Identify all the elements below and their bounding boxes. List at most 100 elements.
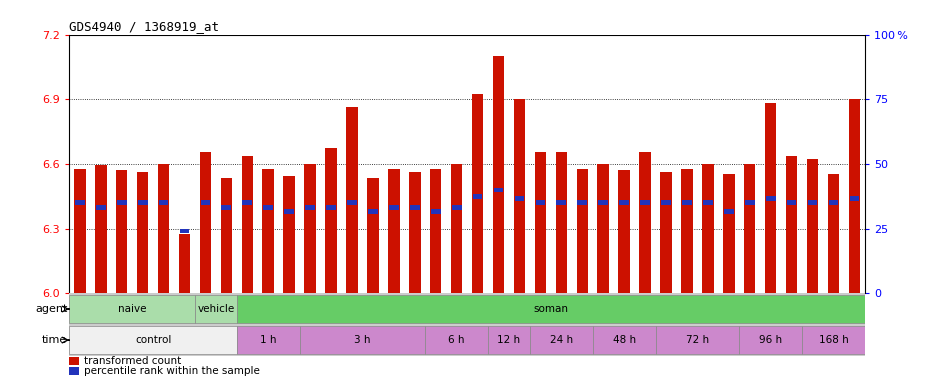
Text: 1 h: 1 h	[260, 335, 277, 345]
Bar	[241, 156, 253, 293]
Bar	[745, 200, 755, 205]
Text: 72 h: 72 h	[685, 335, 709, 345]
Bar	[96, 205, 105, 210]
Bar	[264, 205, 273, 210]
Bar	[451, 205, 462, 210]
Bar	[598, 200, 608, 205]
Bar	[557, 200, 566, 205]
Bar	[179, 228, 190, 233]
Bar	[242, 200, 253, 205]
Bar	[472, 94, 484, 293]
Bar	[488, 326, 530, 354]
Bar	[660, 172, 672, 293]
Text: 24 h: 24 h	[549, 335, 573, 345]
Bar	[347, 200, 357, 205]
Bar	[263, 169, 274, 293]
Bar	[656, 326, 739, 354]
Bar	[723, 174, 734, 293]
Bar	[681, 169, 693, 293]
Bar	[450, 164, 462, 293]
Bar	[808, 200, 818, 205]
Bar	[388, 169, 400, 293]
Bar	[802, 326, 865, 354]
Bar	[95, 165, 106, 293]
Bar	[829, 200, 838, 205]
Bar	[410, 205, 420, 210]
Bar	[200, 152, 211, 293]
Bar	[766, 196, 775, 201]
Bar	[367, 178, 378, 293]
Bar	[431, 209, 440, 214]
Bar	[201, 200, 210, 205]
Bar	[300, 326, 426, 354]
Bar	[494, 187, 503, 192]
Bar	[702, 164, 713, 293]
Bar	[493, 56, 504, 293]
Bar	[535, 152, 546, 293]
Bar	[195, 295, 237, 323]
Bar	[530, 326, 593, 354]
Bar	[137, 172, 148, 293]
Bar	[221, 178, 232, 293]
Bar	[388, 205, 399, 210]
Bar	[786, 156, 797, 293]
Bar	[159, 200, 168, 205]
Text: 96 h: 96 h	[759, 335, 783, 345]
Bar	[640, 200, 650, 205]
Bar	[593, 326, 656, 354]
Bar	[221, 205, 231, 210]
Bar	[69, 326, 237, 354]
Bar	[304, 164, 315, 293]
Text: naive: naive	[117, 304, 146, 314]
Bar	[765, 103, 776, 293]
Bar	[744, 164, 756, 293]
Bar	[724, 209, 734, 214]
Bar	[619, 200, 629, 205]
Bar	[69, 367, 79, 375]
Bar	[237, 295, 865, 323]
Bar	[576, 169, 588, 293]
Text: 3 h: 3 h	[354, 335, 371, 345]
Bar	[179, 234, 191, 293]
Bar	[69, 357, 79, 365]
Bar	[284, 209, 294, 214]
Text: GDS4940 / 1368919_at: GDS4940 / 1368919_at	[69, 20, 219, 33]
Bar	[598, 164, 609, 293]
Bar	[703, 200, 713, 205]
Text: 6 h: 6 h	[449, 335, 465, 345]
Bar	[327, 205, 336, 210]
Bar	[138, 200, 148, 205]
Bar	[514, 196, 524, 201]
Text: soman: soman	[534, 304, 568, 314]
Bar	[661, 200, 671, 205]
Text: time: time	[42, 335, 68, 345]
Text: agent: agent	[35, 304, 68, 314]
Bar	[430, 169, 441, 293]
Bar	[639, 152, 651, 293]
Text: 168 h: 168 h	[819, 335, 848, 345]
Bar	[848, 99, 860, 293]
Bar	[117, 200, 127, 205]
Bar	[116, 170, 128, 293]
Bar	[849, 196, 859, 201]
Bar	[786, 200, 796, 205]
Text: control: control	[135, 335, 171, 345]
Bar	[69, 295, 195, 323]
Bar	[368, 209, 377, 214]
Bar	[536, 200, 546, 205]
Bar	[556, 152, 567, 293]
Bar	[682, 200, 692, 205]
Bar	[577, 200, 587, 205]
Bar	[473, 194, 483, 199]
Bar	[158, 164, 169, 293]
Bar	[326, 148, 337, 293]
Bar	[409, 172, 421, 293]
Bar	[237, 326, 300, 354]
Text: 12 h: 12 h	[498, 335, 521, 345]
Bar	[74, 169, 86, 293]
Bar	[513, 99, 525, 293]
Bar	[828, 174, 839, 293]
Text: transformed count: transformed count	[83, 356, 181, 366]
Text: 48 h: 48 h	[612, 335, 635, 345]
Bar	[283, 176, 295, 293]
